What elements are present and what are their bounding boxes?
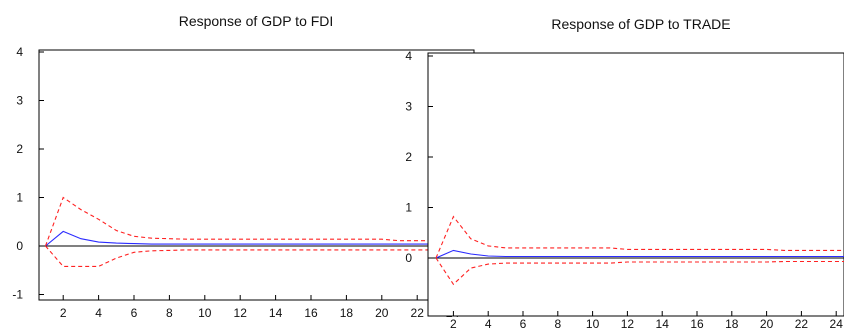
plot-frame xyxy=(38,49,475,301)
x-tick-label: 4 xyxy=(485,317,492,330)
x-tick-label: 20 xyxy=(375,306,389,320)
x-tick-label: 16 xyxy=(690,317,704,330)
x-tick-label: 12 xyxy=(621,317,635,330)
x-tick-label: 12 xyxy=(234,306,248,320)
x-tick-label: 8 xyxy=(554,317,561,330)
x-tick-label: 8 xyxy=(166,306,173,320)
y-tick-label: -1 xyxy=(12,288,23,302)
x-tick-label: 2 xyxy=(60,306,67,320)
x-tick-label: 24 xyxy=(830,317,844,330)
chart-title: Response of GDP to TRADE xyxy=(551,16,730,32)
x-tick-label: 16 xyxy=(304,306,318,320)
y-tick-label: 3 xyxy=(405,100,412,114)
x-tick-label: 4 xyxy=(95,306,102,320)
x-tick-label: 6 xyxy=(520,317,527,330)
upper-band-line xyxy=(44,196,453,247)
upper-band-line xyxy=(435,215,844,259)
y-tick-label: 0 xyxy=(405,251,412,265)
x-tick-label: 20 xyxy=(760,317,774,330)
y-tick-label: 4 xyxy=(16,45,23,59)
x-tick-label: 22 xyxy=(411,306,425,320)
lower-band-line xyxy=(45,245,453,267)
y-tick-label: 1 xyxy=(16,191,23,205)
y-tick-label: 1 xyxy=(405,201,412,215)
y-tick-label: 2 xyxy=(16,142,23,156)
x-tick-label: 18 xyxy=(725,317,739,330)
x-tick-label: 18 xyxy=(340,306,354,320)
y-tick-label: 3 xyxy=(16,94,23,108)
x-tick-label: 10 xyxy=(586,317,600,330)
x-tick-label: 2 xyxy=(450,317,457,330)
x-tick-label: 10 xyxy=(198,306,212,320)
x-tick-label: 22 xyxy=(795,317,809,330)
x-tick-label: 14 xyxy=(656,317,670,330)
x-tick-label: 6 xyxy=(131,306,138,320)
y-tick-label: 0 xyxy=(16,239,23,253)
response-line xyxy=(45,230,453,247)
x-tick-label: 14 xyxy=(269,306,283,320)
y-tick-label: 2 xyxy=(405,150,412,164)
y-tick-label: 4 xyxy=(405,49,412,63)
chart-title: Response of GDP to FDI xyxy=(179,13,334,29)
plot-frame xyxy=(427,52,844,317)
response-line xyxy=(435,249,844,259)
